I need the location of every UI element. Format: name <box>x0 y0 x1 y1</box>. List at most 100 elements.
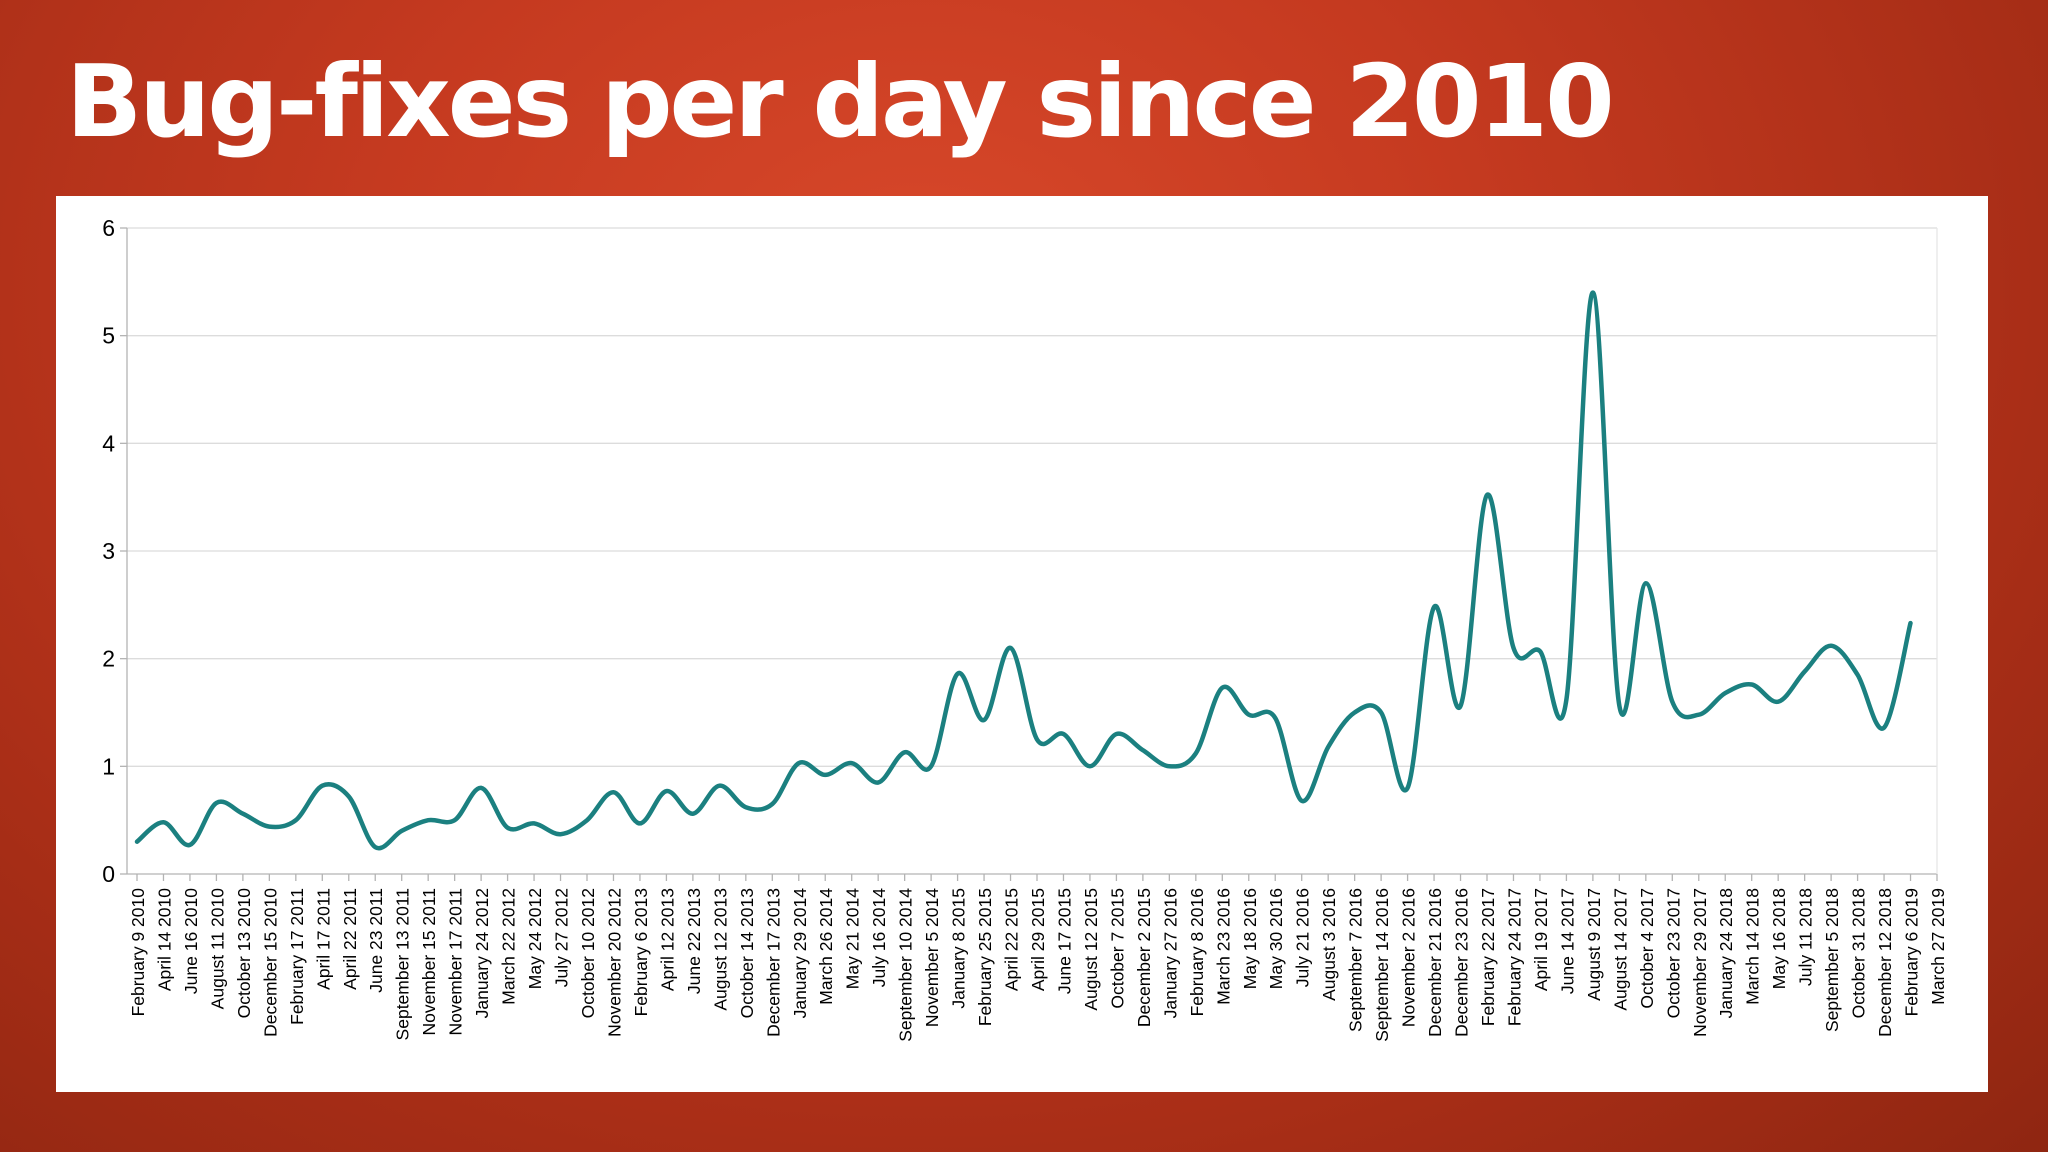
x-tick-label: May 18 2016 <box>1240 888 1260 989</box>
data-point <box>743 804 749 810</box>
data-point <box>1405 785 1411 791</box>
x-tick-label: April 17 2011 <box>313 888 333 990</box>
data-point <box>1458 703 1464 709</box>
x-tick-label: March 26 2014 <box>816 888 836 1005</box>
data-point <box>611 789 617 795</box>
y-tick-label: 3 <box>102 538 115 564</box>
data-point <box>1855 672 1861 678</box>
y-tick-label: 4 <box>102 430 115 456</box>
x-tick-label: February 9 2010 <box>128 888 148 1017</box>
x-tick-label: January 29 2014 <box>790 888 810 1019</box>
data-point <box>1008 645 1014 651</box>
data-point <box>1537 648 1543 654</box>
data-point <box>1722 690 1728 696</box>
data-point <box>1511 645 1517 651</box>
x-tick-label: February 17 2011 <box>287 888 307 1025</box>
x-tick-label: October 4 2017 <box>1637 888 1657 1009</box>
data-point <box>1378 710 1384 716</box>
data-point <box>981 717 987 723</box>
data-point <box>1325 744 1331 750</box>
data-point <box>1140 747 1146 753</box>
data-point <box>134 839 140 845</box>
y-tick-label: 5 <box>102 323 115 349</box>
x-tick-label: April 22 2015 <box>1002 888 1022 991</box>
x-tick-label: May 21 2014 <box>843 888 863 989</box>
data-point <box>505 825 511 831</box>
data-point <box>1669 699 1675 705</box>
x-tick-label: March 14 2018 <box>1743 888 1763 1005</box>
y-tick-label: 6 <box>102 215 115 241</box>
x-tick-label: August 11 2010 <box>207 888 227 1010</box>
x-tick-label: July 16 2014 <box>869 888 889 988</box>
data-point <box>1881 725 1887 731</box>
data-point <box>1563 697 1569 703</box>
x-tick-label: April 29 2015 <box>1028 888 1048 991</box>
data-point <box>213 800 219 806</box>
x-tick-label: December 23 2016 <box>1452 888 1472 1037</box>
x-tick-label: August 9 2017 <box>1584 888 1604 1001</box>
data-point <box>478 785 484 791</box>
x-tick-label: December 17 2013 <box>763 888 783 1037</box>
x-tick-label: March 23 2016 <box>1213 888 1233 1005</box>
data-point <box>637 820 643 826</box>
x-tick-label: February 22 2017 <box>1478 888 1498 1026</box>
data-point <box>584 817 590 823</box>
data-point <box>531 820 537 826</box>
data-point <box>1272 715 1278 721</box>
x-tick-label: November 5 2014 <box>922 888 942 1027</box>
data-point <box>1484 492 1490 498</box>
data-point <box>1828 643 1834 649</box>
data-point <box>1775 699 1781 705</box>
data-point <box>1034 736 1040 742</box>
data-point <box>690 811 696 817</box>
x-tick-label: September 13 2011 <box>393 888 413 1040</box>
data-point <box>1352 710 1358 716</box>
x-tick-label: October 14 2013 <box>737 888 757 1018</box>
x-tick-label: October 13 2010 <box>234 888 254 1019</box>
data-point <box>1749 682 1755 688</box>
x-tick-label: June 23 2011 <box>366 888 386 993</box>
x-tick-label: August 12 2013 <box>710 888 730 1011</box>
data-point <box>1431 604 1437 610</box>
x-tick-label: May 24 2012 <box>525 888 545 989</box>
x-tick-label: November 15 2011 <box>419 888 439 1036</box>
series-line <box>134 290 1913 851</box>
x-tick-label: December 2 2015 <box>1134 888 1154 1027</box>
data-point <box>187 842 193 848</box>
y-tick-label: 1 <box>102 753 115 779</box>
x-tick-label: January 24 2018 <box>1716 888 1736 1018</box>
x-tick-label: November 20 2012 <box>604 888 624 1037</box>
x-tick-label: November 2 2016 <box>1399 888 1419 1027</box>
x-tick-label: March 27 2019 <box>1928 888 1948 1005</box>
data-point <box>1299 798 1305 804</box>
x-tick-label: March 22 2012 <box>499 888 519 1005</box>
data-point <box>399 828 405 834</box>
x-tick-label: October 7 2015 <box>1107 888 1127 1009</box>
x-tick-label: October 31 2018 <box>1849 888 1869 1018</box>
x-tick-label: November 17 2011 <box>446 888 466 1036</box>
data-point <box>1908 620 1914 626</box>
y-tick-label: 0 <box>102 861 115 887</box>
x-tick-label: November 29 2017 <box>1690 888 1710 1037</box>
x-tick-label: December 12 2018 <box>1875 888 1895 1037</box>
data-point <box>1802 669 1808 675</box>
data-point <box>928 763 934 769</box>
x-tick-label: October 23 2017 <box>1663 888 1683 1018</box>
x-tick-label: February 25 2015 <box>975 888 995 1026</box>
y-tick-label: 2 <box>102 646 115 672</box>
data-point <box>161 819 167 825</box>
x-tick-label: September 10 2014 <box>896 888 916 1042</box>
x-tick-label: May 16 2018 <box>1769 888 1789 989</box>
x-tick-label: June 22 2013 <box>684 888 704 994</box>
data-point <box>902 749 908 755</box>
x-tick-label: June 17 2015 <box>1054 888 1074 994</box>
data-point <box>716 783 722 789</box>
x-tick-label: June 14 2017 <box>1557 888 1577 994</box>
x-tick-label: January 8 2015 <box>949 888 969 1009</box>
x-tick-label: February 6 2013 <box>631 888 651 1016</box>
x-tick-label: April 19 2017 <box>1531 888 1551 991</box>
data-point <box>1166 763 1172 769</box>
data-point <box>849 760 855 766</box>
x-tick-label: February 24 2017 <box>1504 888 1524 1026</box>
x-tick-label: April 22 2011 <box>340 888 360 990</box>
